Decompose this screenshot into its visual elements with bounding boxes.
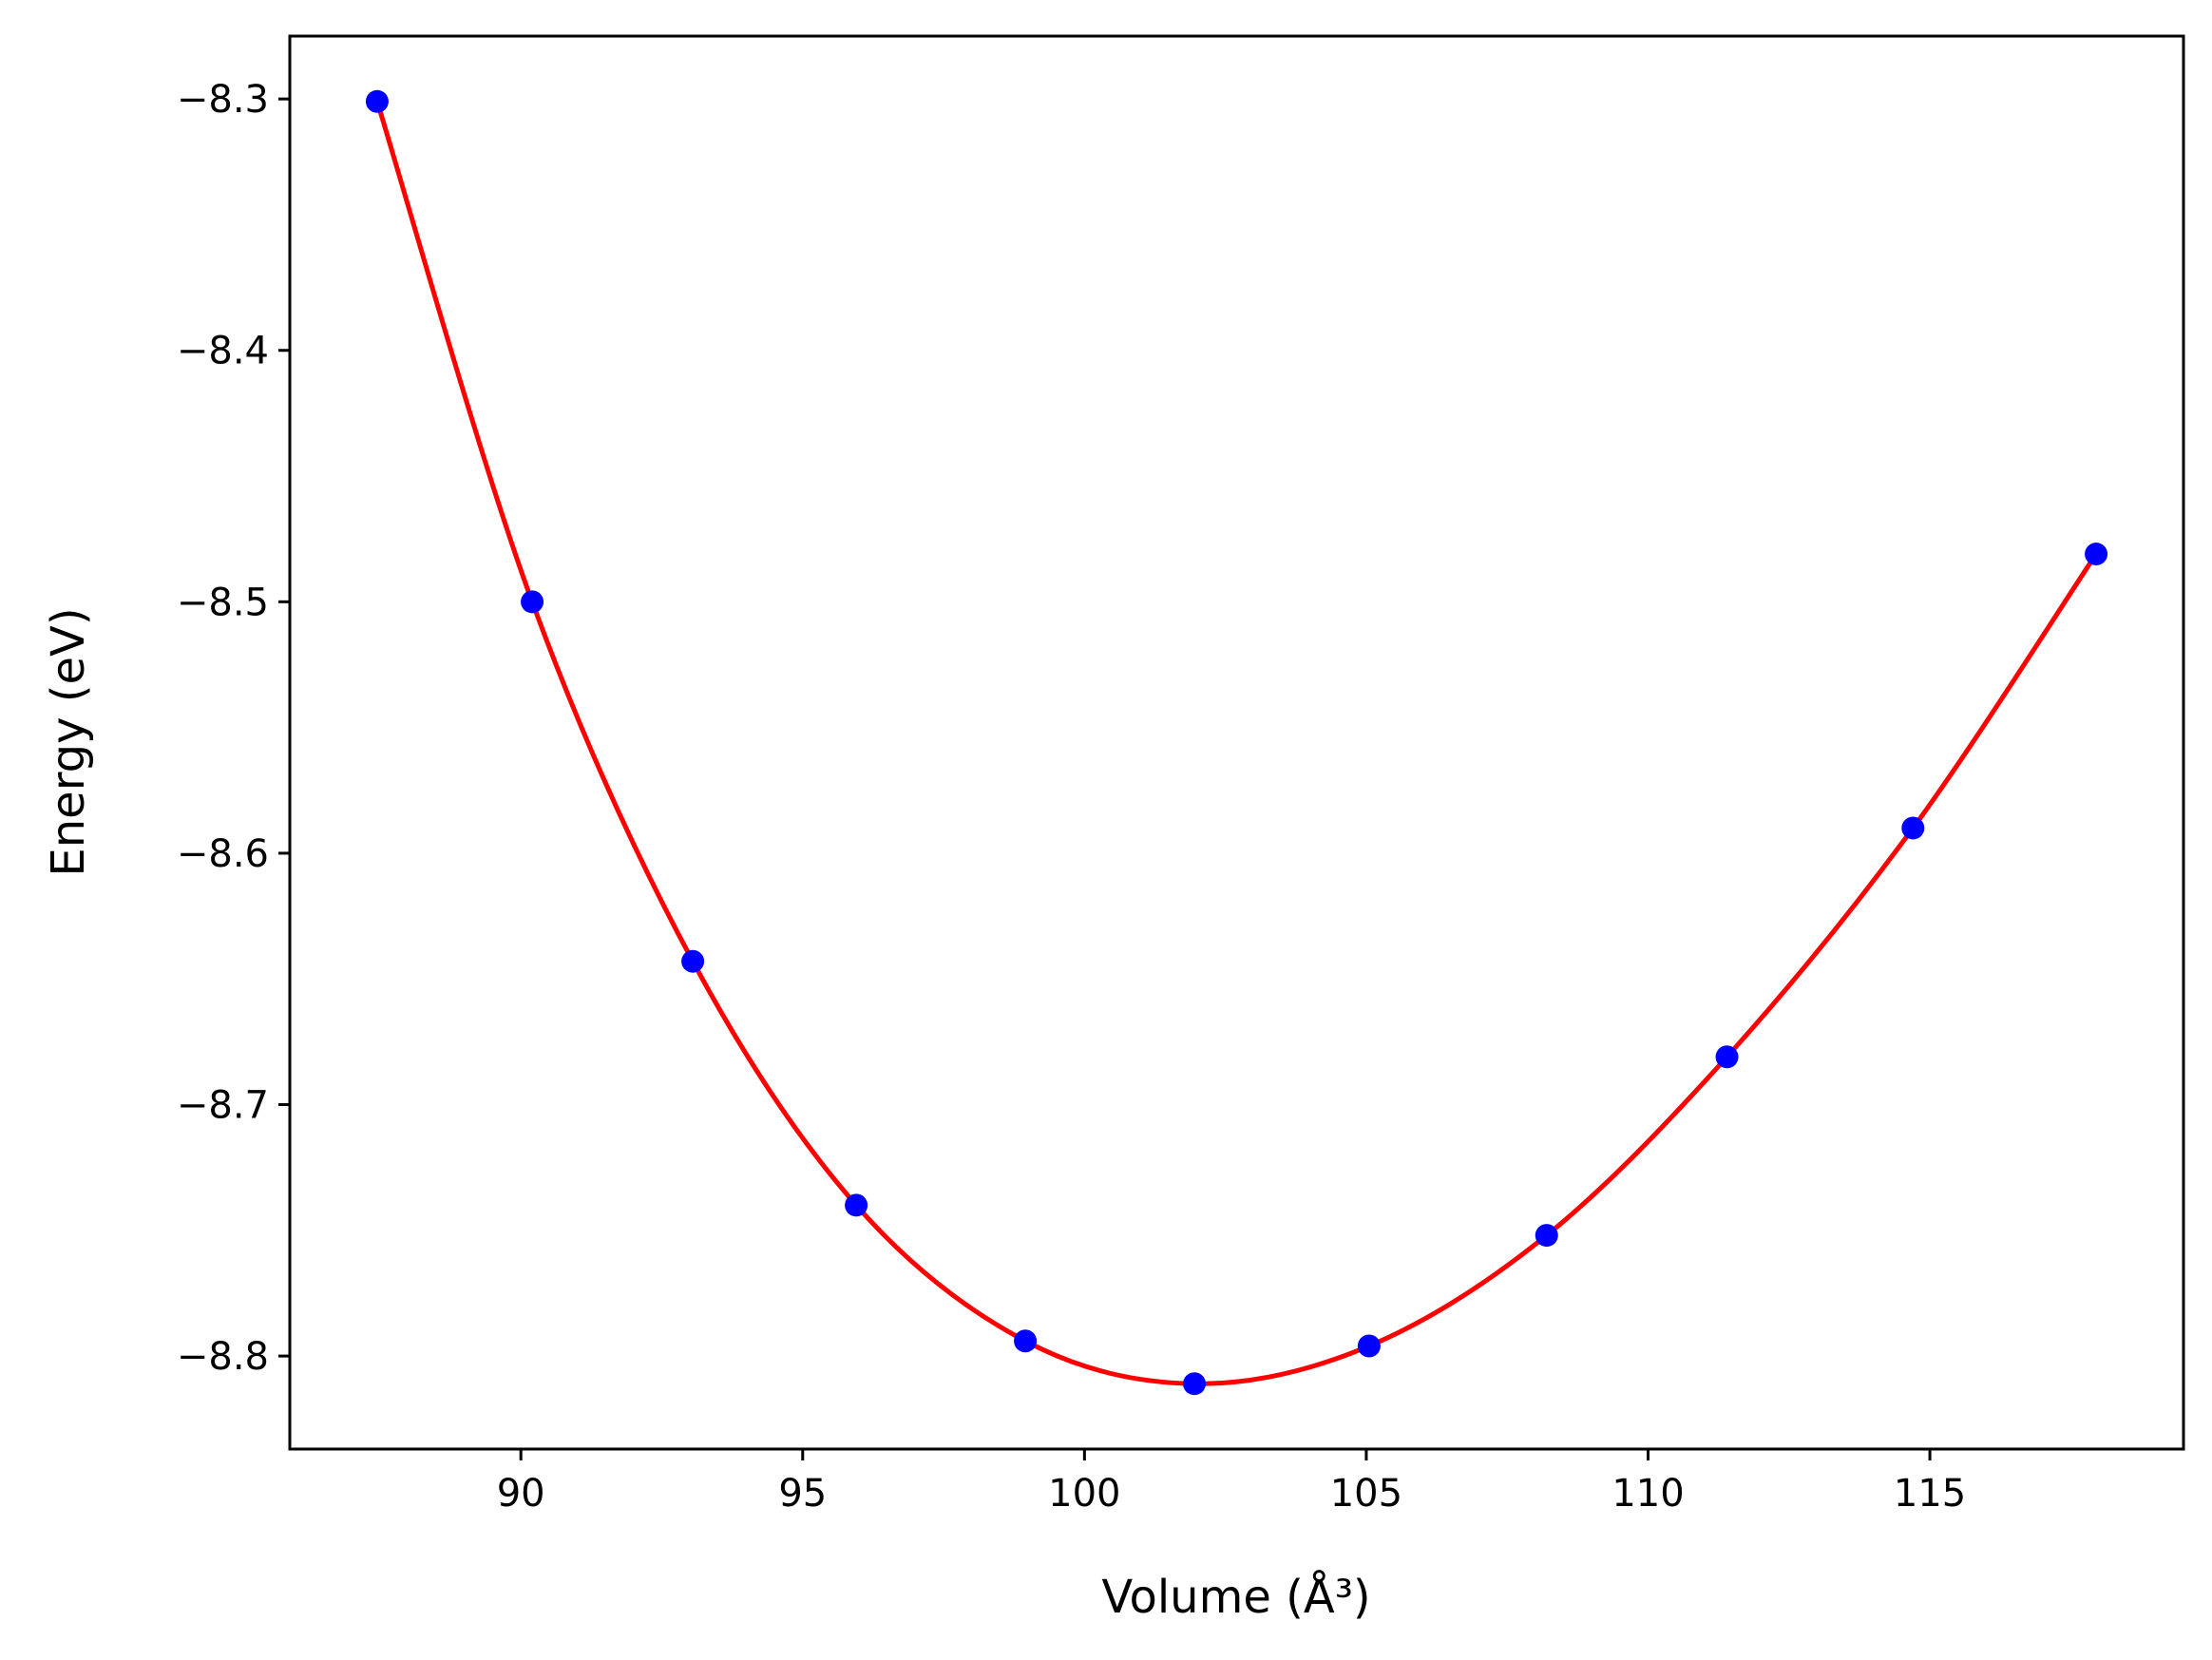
data-point [2085,543,2108,566]
data-point [845,1193,868,1217]
data-point [1357,1334,1381,1358]
data-point [681,949,705,973]
data-point [1535,1224,1558,1248]
data-point [1715,1045,1739,1069]
data-point [1183,1372,1207,1396]
x-tick-label: 100 [1048,1472,1120,1516]
y-tick-label: −8.8 [177,1335,269,1379]
y-tick-label: −8.5 [177,581,269,624]
x-tick-label: 115 [1894,1472,1966,1516]
x-tick-label: 110 [1611,1472,1684,1516]
y-tick-label: −8.3 [177,78,269,122]
x-tick-label: 105 [1330,1472,1402,1516]
x-tick-label: 90 [497,1472,545,1516]
fit-curve [374,99,2099,1386]
data-point [1014,1329,1038,1353]
x-axis-ticks: 90 95 100 105 110 115 [497,1449,1966,1516]
x-axis-title: Volume (Å³) [1101,1570,1370,1624]
x-tick-label: 95 [778,1472,827,1516]
data-point [365,89,389,113]
data-point [1901,816,1925,840]
y-axis-title: Energy (eV) [42,607,95,876]
y-tick-label: −8.7 [177,1084,269,1128]
plot-area [365,89,2108,1396]
y-axis-ticks: −8.3 −8.4 −8.5 −8.6 −8.7 −8.8 [177,78,290,1379]
axes-frame [288,34,2185,1451]
y-tick-label: −8.4 [177,330,269,373]
data-point [521,590,544,614]
y-tick-label: −8.6 [177,832,269,876]
